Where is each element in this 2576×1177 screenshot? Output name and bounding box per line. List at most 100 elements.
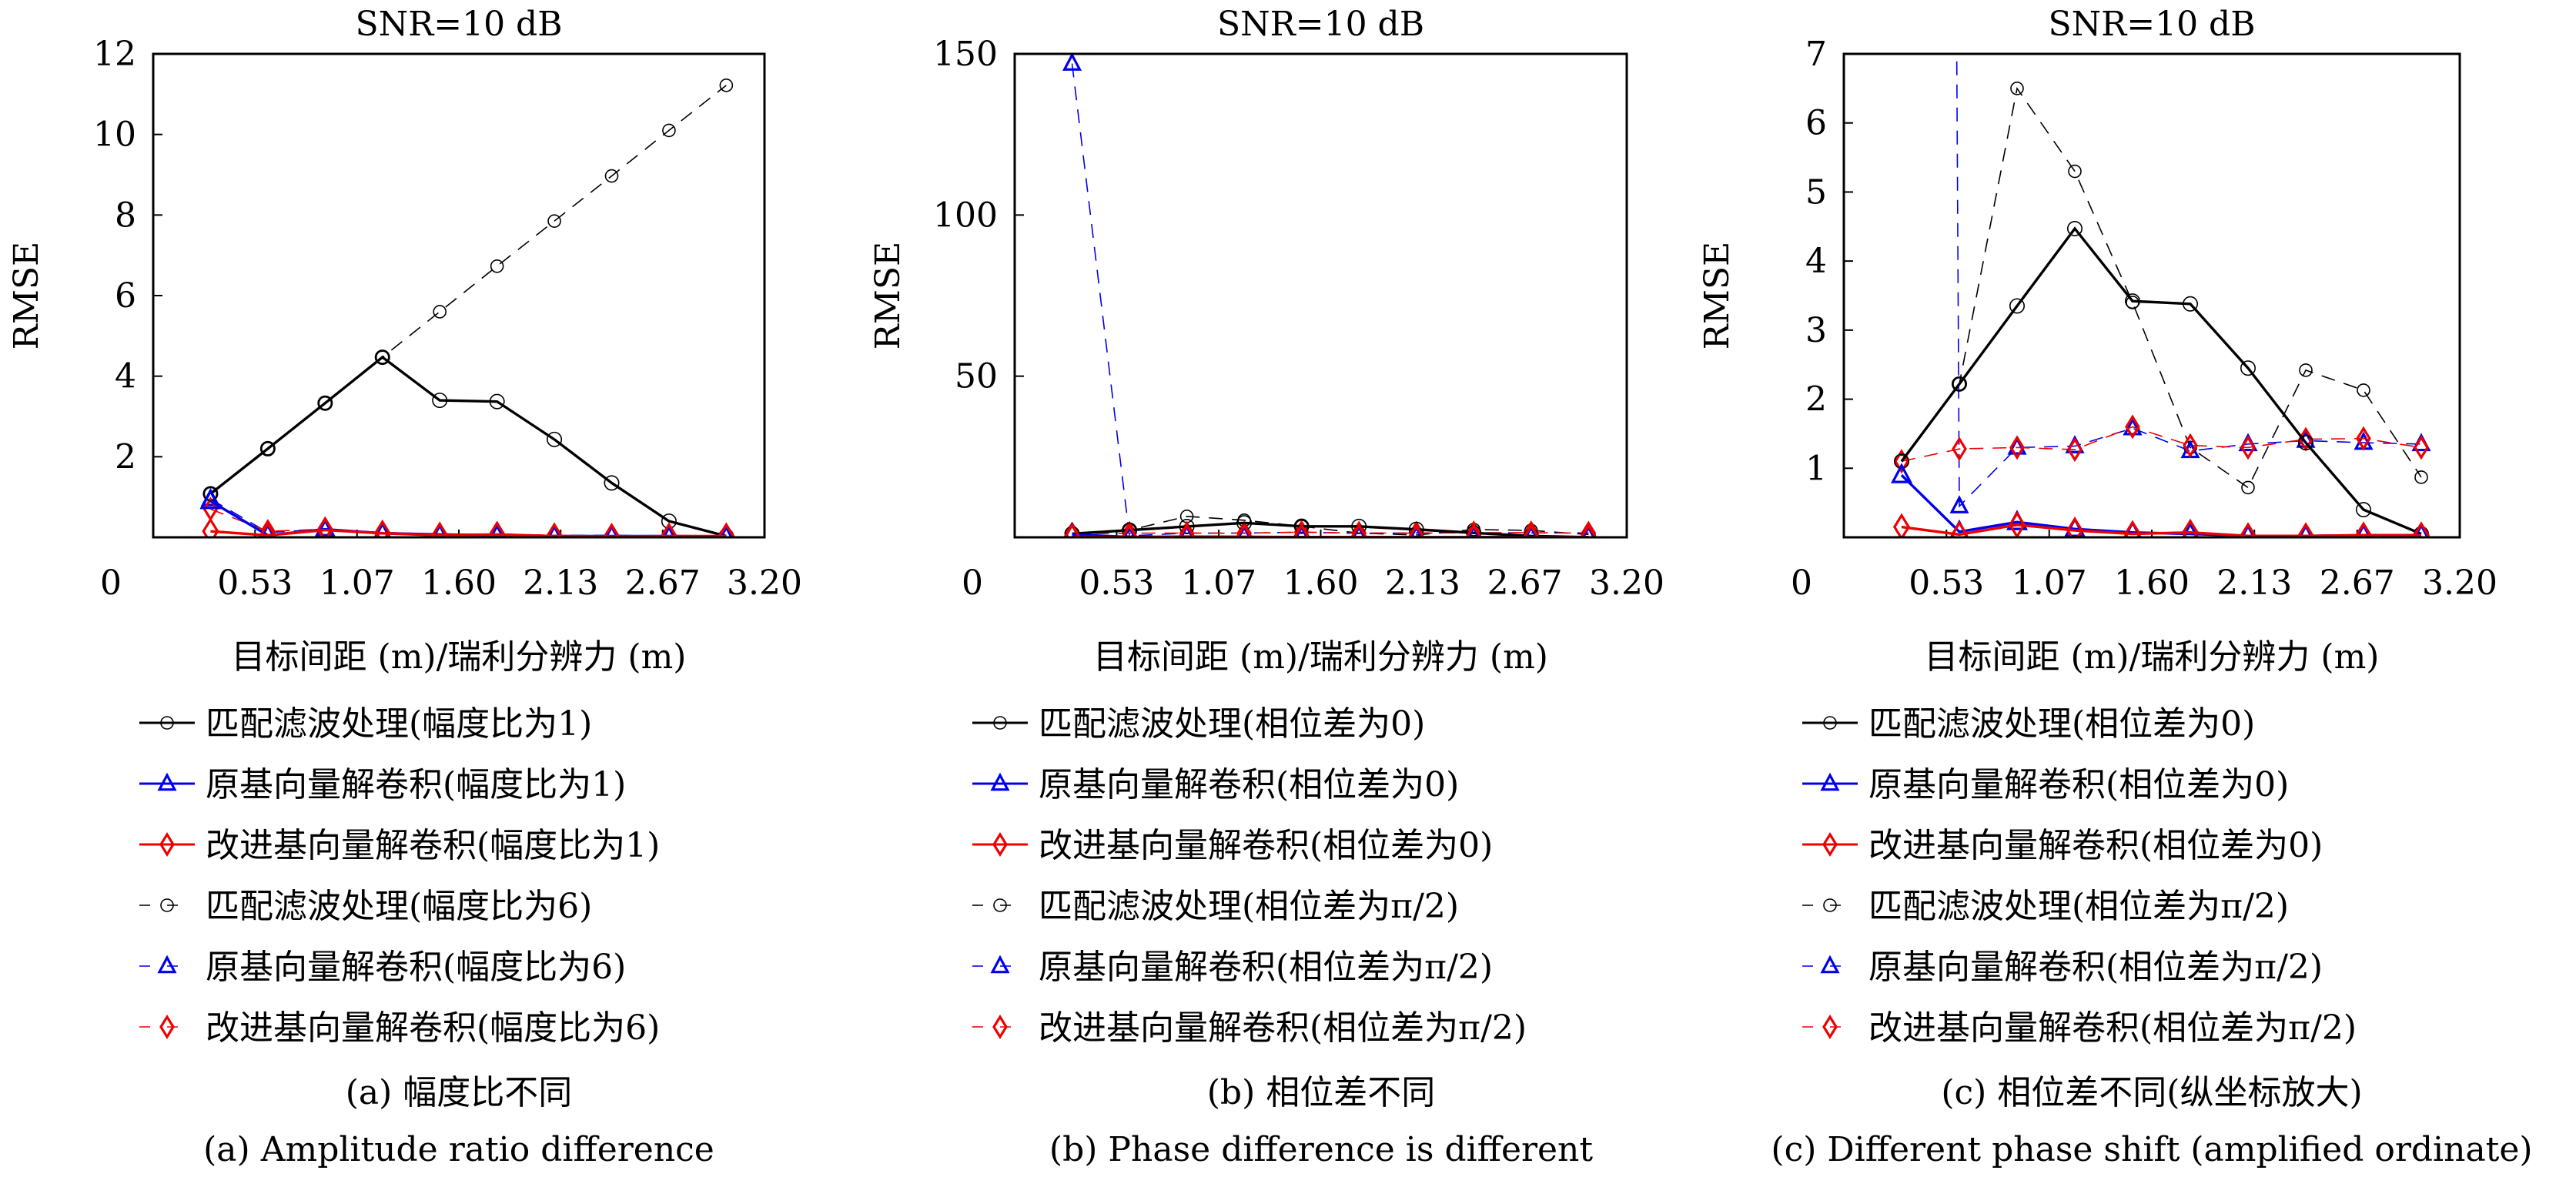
diamond-marker (1407, 523, 1425, 537)
y-tick-label: 100 (933, 196, 998, 235)
series-line (1901, 523, 2421, 537)
x-axis-label: 目标间距 (m)/瑞利分辨力 (m) (1925, 637, 2380, 677)
legend-label: 原基向量解卷积(幅度比为1) (206, 765, 626, 804)
circle-marker (604, 169, 619, 183)
circle-marker (1952, 376, 1968, 392)
x-tick-label: 3.20 (1589, 563, 1664, 603)
diamond-marker (992, 831, 1008, 858)
series-2 (202, 516, 735, 537)
x-tick-label: 1.07 (1181, 563, 1256, 603)
diamond-marker (159, 1014, 175, 1040)
diamond-marker (431, 521, 449, 537)
diamond-marker (2066, 517, 2084, 537)
x-tick-label: 3.20 (2422, 563, 2497, 603)
circle-marker (604, 475, 620, 491)
triangle-marker (1581, 524, 1595, 537)
plot-frame (152, 52, 766, 539)
diamond-marker (316, 516, 334, 537)
circle-marker (2357, 383, 2370, 397)
diamond-marker (660, 522, 678, 537)
circle-marker (2068, 164, 2082, 179)
legend-item: 匹配滤波处理(幅度比为1) (139, 704, 592, 744)
triangle-marker (1179, 524, 1194, 537)
circle-marker (1179, 518, 1195, 534)
series-line (1071, 63, 1589, 537)
diamond-marker (2240, 435, 2256, 460)
diamond-marker (373, 519, 391, 537)
chart-panel: SNR=10 dB RMSE 目标间距 (m)/瑞利分辨力 (m) 2 4 6 8 10 12 0… (7, 5, 802, 1169)
circle-marker (160, 716, 174, 730)
series-5 (1894, 414, 2429, 474)
plot-area (1062, 54, 1597, 537)
series-4 (1949, 54, 2431, 513)
diamond-marker (1952, 436, 1967, 462)
diamond-marker (1120, 523, 1139, 537)
legend-label: 改进基向量解卷积(幅度比为1) (206, 826, 660, 865)
y-tick-label: 150 (933, 35, 998, 74)
legend-item: 匹配滤波处理(相位差为0) (972, 704, 1425, 744)
triangle-marker (2123, 416, 2143, 436)
caption-cn: (a) 幅度比不同 (346, 1073, 573, 1112)
caption-en: (c) Different phase shift (amplified ord… (1771, 1130, 2532, 1169)
diamond-marker (2356, 426, 2371, 451)
x-tick-label: 2.67 (625, 563, 701, 603)
triangle-marker (157, 772, 177, 791)
x-tick-label: 1.60 (1283, 563, 1359, 603)
triangle-marker (1820, 772, 1840, 791)
x-tick-label: 0 (962, 563, 983, 603)
circle-marker (547, 431, 563, 447)
y-tick-label: 4 (115, 357, 136, 396)
legend-item: 原基向量解卷积(相位差为0) (972, 765, 1459, 804)
triangle-marker (990, 955, 1010, 974)
diamond-marker (1293, 523, 1310, 537)
triangle-marker (1352, 524, 1366, 537)
triangle-marker (1122, 524, 1136, 537)
circle-marker (2241, 480, 2255, 495)
legend-item: 改进基向量解卷积(幅度比为1) (139, 826, 660, 865)
diamond-marker (488, 520, 506, 537)
legend-label: 改进基向量解卷积(相位差为π/2) (1039, 1008, 1527, 1048)
y-tick-label: 6 (115, 276, 136, 316)
series-line (1901, 426, 2422, 463)
series-line (1072, 531, 1589, 535)
legend-item: 匹配滤波处理(幅度比为6) (139, 887, 592, 926)
circle-marker (1351, 518, 1367, 534)
x-tick-label: 3.20 (727, 563, 802, 603)
diamond-marker (1822, 1014, 1838, 1040)
circle-marker (1952, 377, 1966, 391)
chart-title: SNR=10 dB (1217, 5, 1424, 44)
diamond-marker (1580, 523, 1597, 537)
legend-item: 原基向量解卷积(相位差为π/2) (1802, 948, 2323, 987)
diamond-marker (1351, 520, 1367, 537)
triangle-marker (604, 523, 619, 537)
circle-marker (1823, 898, 1837, 912)
triangle-marker (2007, 436, 2027, 455)
diamond-marker (2183, 433, 2198, 458)
x-tick-label: 1.60 (421, 563, 497, 603)
x-tick-label: 2.13 (523, 563, 598, 603)
diamond-marker (1466, 520, 1482, 537)
series-line (1072, 521, 1589, 537)
legend-label: 原基向量解卷积(幅度比为6) (206, 948, 626, 987)
legend-item: 改进基向量解卷积(相位差为0) (1802, 826, 2323, 865)
diamond-marker (2412, 521, 2430, 537)
triangle-marker (1820, 955, 1840, 974)
circle-marker (2125, 293, 2141, 309)
legend-item: 匹配滤波处理(相位差为0) (1802, 704, 2255, 744)
circle-marker (490, 259, 504, 273)
diamond-marker (2354, 521, 2373, 537)
series-line (209, 85, 727, 495)
caption-cn: (c) 相位差不同(纵坐标放大) (1941, 1073, 2362, 1112)
diamond-marker (1523, 520, 1539, 537)
diamond-marker (202, 517, 219, 537)
triangle-marker (1949, 495, 1969, 513)
y-tick-label: 2 (115, 437, 136, 476)
diamond-marker (1293, 520, 1310, 537)
diamond-marker (1822, 831, 1838, 858)
legend-item: 原基向量解卷积(相位差为π/2) (972, 948, 1493, 987)
legend-label: 改进基向量解卷积(幅度比为6) (206, 1008, 660, 1048)
diamond-marker (2297, 522, 2315, 537)
legend-item: 原基向量解卷积(幅度比为1) (139, 765, 626, 804)
y-tick-label: 6 (1805, 104, 1827, 143)
legend-label: 原基向量解卷积(相位差为π/2) (1868, 948, 2323, 987)
